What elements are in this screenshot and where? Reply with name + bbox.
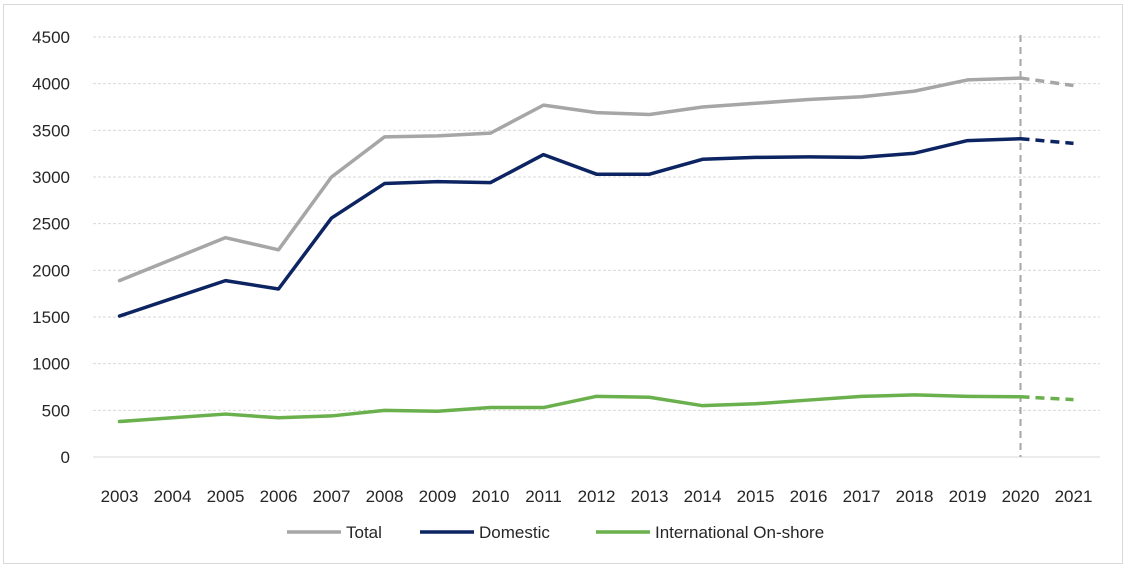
y-tick-label: 2000 — [32, 261, 70, 280]
x-tick-label: 2021 — [1055, 487, 1093, 506]
x-tick-label: 2007 — [313, 487, 351, 506]
series-forecast-line — [1020, 76, 1074, 88]
x-tick-label: 2017 — [843, 487, 881, 506]
y-tick-label: 4000 — [32, 75, 70, 94]
y-tick-label: 500 — [42, 401, 70, 420]
y-tick-label: 1000 — [32, 355, 70, 374]
y-tick-label: 3500 — [32, 121, 70, 140]
y-axis-ticks: 0 500 1000 1500 2000 2500 3000 3500 4000 4500 — [32, 28, 70, 467]
x-tick-label: 2014 — [684, 487, 722, 506]
x-tick-label: 2006 — [260, 487, 298, 506]
legend-label: Domestic — [479, 523, 550, 542]
x-tick-label: 2008 — [366, 487, 404, 506]
x-tick-label: 2019 — [949, 487, 987, 506]
x-tick-label: 2013 — [631, 487, 669, 506]
x-tick-label: 2016 — [790, 487, 828, 506]
y-tick-label: 4500 — [32, 28, 70, 47]
x-axis-ticks: 2003 2004 2005 2006 2007 2008 2009 2010 2011 2012… — [101, 487, 1093, 506]
series-forecast-line — [1020, 395, 1074, 402]
x-tick-label: 2020 — [1002, 487, 1040, 506]
y-tick-label: 0 — [61, 448, 70, 467]
x-tick-label: 2003 — [101, 487, 139, 506]
series-line — [117, 76, 1023, 283]
series-lines — [117, 76, 1074, 424]
x-tick-label: 2018 — [896, 487, 934, 506]
series-line — [117, 136, 1023, 318]
legend-label: Total — [346, 523, 382, 542]
series-forecast-line — [1020, 136, 1074, 146]
x-tick-label: 2005 — [207, 487, 245, 506]
x-tick-label: 2009 — [419, 487, 457, 506]
legend-label: International On-shore — [655, 523, 824, 542]
y-tick-label: 1500 — [32, 308, 70, 327]
x-tick-label: 2015 — [737, 487, 775, 506]
series-line — [117, 393, 1023, 424]
legend: Total Domestic International On-shore — [287, 523, 824, 542]
x-tick-label: 2012 — [578, 487, 616, 506]
y-tick-label: 3000 — [32, 168, 70, 187]
gridlines — [93, 35, 1100, 458]
chart-frame — [3, 4, 1123, 564]
x-tick-label: 2011 — [525, 487, 562, 506]
x-tick-label: 2004 — [154, 487, 192, 506]
x-tick-label: 2010 — [472, 487, 510, 506]
y-tick-label: 2500 — [32, 215, 70, 234]
